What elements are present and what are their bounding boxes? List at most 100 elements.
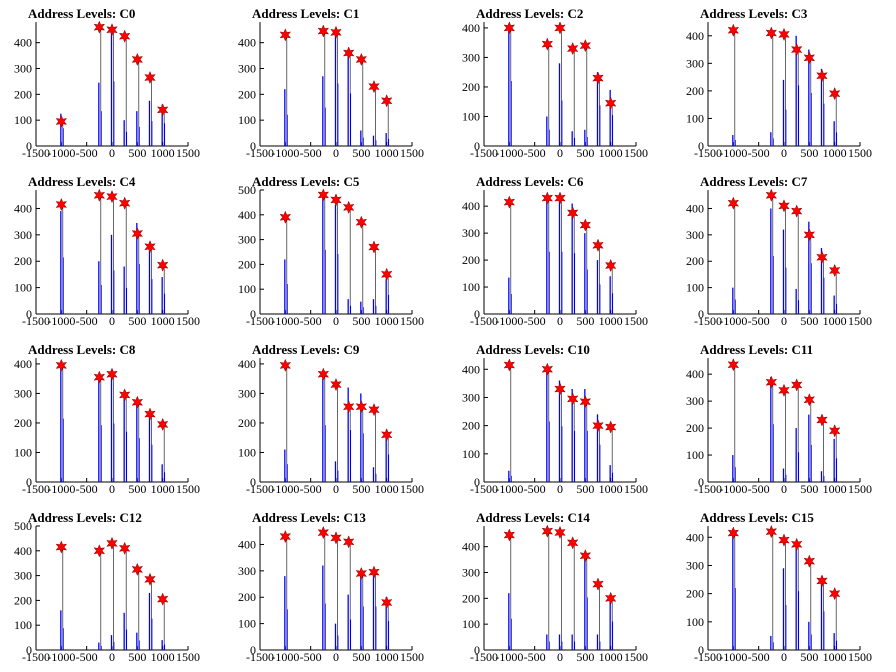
chart-panel: Address Levels: C50100200300400500-1500-… xyxy=(238,174,424,328)
x-tick-label: 1000 xyxy=(823,650,847,664)
y-tick-label: 0 xyxy=(698,307,704,321)
peak-marker xyxy=(566,206,579,220)
peak-marker xyxy=(592,238,604,252)
peak-marker xyxy=(503,195,516,209)
x-tick-label: -1000 xyxy=(271,146,299,160)
y-tick-label: 300 xyxy=(238,386,256,400)
y-tick-label: 300 xyxy=(686,394,704,408)
chart-panel: Address Levels: C4 0 100 200 300 400 -1500-100… xyxy=(14,174,200,328)
y-tick-label: 400 xyxy=(238,208,256,222)
peak-marker xyxy=(342,400,355,414)
peak-marker xyxy=(131,395,144,409)
y-tick-label: 100 xyxy=(14,618,32,632)
x-tick-label: -1000 xyxy=(271,650,299,664)
y-tick-label: 500 xyxy=(14,519,32,533)
x-tick-label: 1000 xyxy=(599,650,623,664)
y-tick-label: 100 xyxy=(462,617,480,631)
peak-marker xyxy=(727,358,740,372)
x-tick-label: 1000 xyxy=(151,314,175,328)
peak-marker xyxy=(541,37,554,51)
peak-marker xyxy=(816,250,828,264)
peak-marker xyxy=(790,42,803,57)
y-tick-label: 400 xyxy=(686,29,704,43)
peak-marker xyxy=(592,71,604,85)
chart-title: Address Levels: C11 xyxy=(700,342,813,357)
x-tick-label: 1500 xyxy=(400,146,424,160)
y-tick-label: 300 xyxy=(462,390,480,404)
peak-marker xyxy=(131,226,144,241)
y-tick-label: 0 xyxy=(26,307,32,321)
y-tick-label: 300 xyxy=(686,228,704,242)
peak-marker xyxy=(330,25,342,40)
x-tick-label: 1000 xyxy=(823,146,847,160)
peak-marker xyxy=(765,524,778,539)
peak-marker xyxy=(368,240,380,254)
peak-marker xyxy=(380,94,393,108)
x-tick-label: 1500 xyxy=(624,146,648,160)
y-tick-label: 200 xyxy=(686,84,704,98)
peak-marker xyxy=(368,402,380,417)
y-tick-label: 300 xyxy=(462,566,480,580)
peak-marker xyxy=(503,528,516,542)
chart-panel: Address Levels: C8 0 100 200 300 400 -1500-100… xyxy=(14,342,200,496)
x-tick-label: -500 xyxy=(524,146,546,160)
peak-marker xyxy=(156,417,169,432)
peak-marker xyxy=(317,525,330,540)
chart-panel: Address Levels: C6 0 100 200 300 400 -1500-100… xyxy=(462,174,648,328)
chart-title: Address Levels: C2 xyxy=(476,6,583,21)
peak-marker xyxy=(330,531,342,545)
chart-panel: Address Levels: C15 0 100 200 300 400 -1500-10… xyxy=(686,510,872,664)
y-tick-label: 100 xyxy=(686,111,704,125)
y-tick-label: 400 xyxy=(462,540,480,554)
chart-panel: Address Levels: C9 0 100 200 300 400 -1500-100… xyxy=(238,342,424,496)
peak-marker xyxy=(816,574,828,588)
peak-marker xyxy=(727,196,740,210)
x-tick-label: 500 xyxy=(352,314,370,328)
peak-marker xyxy=(368,79,380,94)
y-tick-label: 100 xyxy=(14,445,32,459)
peak-marker xyxy=(828,263,841,278)
peak-marker xyxy=(380,595,393,610)
x-tick-label: 0 xyxy=(781,314,787,328)
x-tick-label: 1000 xyxy=(599,482,623,496)
x-tick-label: 1000 xyxy=(375,314,399,328)
x-tick-label: 1500 xyxy=(176,650,200,664)
peak-marker xyxy=(131,562,144,577)
chart-title: Address Levels: C9 xyxy=(252,342,360,357)
y-tick-label: 200 xyxy=(14,254,32,268)
x-tick-label: 1500 xyxy=(848,146,872,160)
peak-marker xyxy=(106,23,118,37)
peak-marker xyxy=(55,540,68,554)
peak-marker xyxy=(778,383,790,398)
y-tick-label: 400 xyxy=(462,21,480,35)
peak-marker xyxy=(604,420,617,434)
x-tick-label: -1500 xyxy=(246,482,274,496)
y-tick-label: 500 xyxy=(238,183,256,197)
y-tick-label: 100 xyxy=(14,281,32,295)
y-tick-label: 400 xyxy=(14,201,32,215)
y-tick-label: 200 xyxy=(686,587,704,601)
chart-title: Address Levels: C7 xyxy=(700,174,808,189)
x-tick-label: -500 xyxy=(76,314,98,328)
peak-marker xyxy=(317,24,330,38)
y-tick-label: 300 xyxy=(462,50,480,64)
peak-marker xyxy=(727,23,740,37)
y-tick-label: 300 xyxy=(686,558,704,572)
x-tick-label: -500 xyxy=(524,314,546,328)
chart-title: Address Levels: C13 xyxy=(252,510,366,525)
peak-marker xyxy=(604,591,617,606)
x-tick-label: 1500 xyxy=(400,650,424,664)
chart-title: Address Levels: C14 xyxy=(476,510,590,525)
peak-marker xyxy=(803,51,816,65)
y-tick-label: 400 xyxy=(462,362,480,376)
x-tick-label: -1500 xyxy=(246,650,274,664)
y-tick-label: 400 xyxy=(14,544,32,558)
peak-marker xyxy=(355,52,368,67)
x-tick-label: -1500 xyxy=(470,482,498,496)
chart-title: Address Levels: C1 xyxy=(252,6,359,21)
peak-marker xyxy=(106,189,118,204)
y-tick-label: 400 xyxy=(686,530,704,544)
x-tick-label: -500 xyxy=(524,650,546,664)
chart-panel: Address Levels: C2 0 100 200 300 400 -1500-100… xyxy=(462,6,648,160)
x-tick-label: -1000 xyxy=(719,650,747,664)
